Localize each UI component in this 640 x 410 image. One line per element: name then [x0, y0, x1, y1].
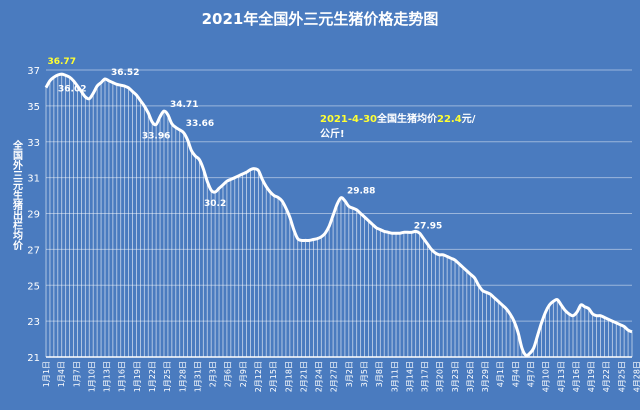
data-label: 27.95	[414, 221, 442, 231]
data-label: 33.66	[186, 119, 214, 129]
x-tick-label: 1月7日	[72, 361, 81, 387]
data-label: 29.88	[347, 187, 375, 197]
x-tick-label: 1月19日	[133, 361, 142, 392]
y-tick-label: 23	[27, 317, 40, 328]
chart-title: 2021年全国外三元生猪价格走势图	[202, 10, 439, 28]
y-tick-label: 31	[27, 174, 40, 185]
x-tick-label: 3月11日	[390, 361, 399, 392]
y-tick-label: 33	[27, 138, 40, 149]
note-text1: 全国生猪均价	[376, 112, 438, 125]
data-label: 33.96	[142, 132, 170, 142]
x-tick-label: 2月12日	[254, 361, 263, 392]
x-tick-label: 4月4日	[511, 361, 520, 387]
drop-lines	[45, 74, 633, 357]
note-text2: 元/	[462, 113, 476, 125]
price-note-line1: 2021-4-30全国生猪均价22.4元/	[320, 112, 476, 125]
y-tick-label: 37	[27, 66, 40, 77]
x-tick-label: 4月1日	[496, 361, 505, 387]
x-tick-label: 4月10日	[542, 361, 551, 392]
x-tick-label: 2月18日	[284, 361, 293, 392]
x-tick-label: 1月31日	[193, 361, 202, 392]
x-axis-ticks: 1月1日 1月4日 1月7日 1月10日 1月13日 1月16日 1月19日 1月22日 1月2…	[42, 361, 640, 392]
x-tick-label: 2月21日	[299, 361, 308, 392]
x-tick-label: 3月23日	[451, 361, 460, 392]
y-axis-ticks: 21 23 25 27 29 31 33 35 37	[27, 66, 40, 364]
x-tick-label: 3月8日	[375, 361, 384, 387]
data-label: 30.2	[204, 199, 226, 209]
x-tick-label: 1月13日	[103, 361, 112, 392]
x-tick-label: 1月16日	[118, 361, 127, 392]
x-tick-label: 1月1日	[42, 361, 51, 387]
note-price: 22.4	[437, 114, 462, 125]
data-label: 36.02	[58, 85, 86, 95]
x-tick-label: 1月10日	[87, 361, 96, 392]
x-tick-label: 4月28日	[633, 361, 640, 392]
x-tick-label: 3月14日	[405, 361, 414, 392]
x-tick-label: 3月20日	[436, 361, 445, 392]
y-axis-label: 全国外三元生猪出栏均价	[11, 139, 24, 251]
price-note-line2: 公斤!	[320, 127, 345, 140]
y-tick-label: 25	[27, 281, 40, 292]
x-tick-label: 2月27日	[330, 361, 339, 392]
data-label: 36.52	[111, 68, 139, 78]
x-tick-label: 4月19日	[587, 361, 596, 392]
note-date: 2021-4-30	[320, 114, 377, 125]
x-tick-label: 4月13日	[557, 361, 566, 392]
x-tick-label: 3月26日	[466, 361, 475, 392]
x-tick-label: 1月4日	[57, 361, 66, 387]
x-tick-label: 3月29日	[481, 361, 490, 392]
y-tick-label: 35	[27, 102, 40, 113]
x-tick-label: 3月2日	[345, 361, 354, 387]
x-tick-label: 2月6日	[224, 361, 233, 387]
x-tick-label: 3月5日	[360, 361, 369, 387]
x-tick-label: 1月28日	[178, 361, 187, 392]
x-tick-label: 1月22日	[148, 361, 157, 392]
y-tick-label: 21	[27, 353, 40, 364]
series-line	[44, 72, 633, 357]
data-label: 36.77	[47, 57, 75, 67]
data-label: 34.71	[170, 100, 198, 110]
x-tick-label: 2月15日	[269, 361, 278, 392]
x-tick-label: 4月22日	[602, 361, 611, 392]
data-labels: 36.77 36.02 36.52 34.71 33.96 33.66 30.2 29.88 2…	[47, 57, 442, 231]
x-tick-label: 3月17日	[421, 361, 430, 392]
x-tick-label: 2月3日	[209, 361, 218, 387]
x-tick-label: 2月24日	[315, 361, 324, 392]
x-tick-label: 2月9日	[239, 361, 248, 387]
y-tick-label: 27	[27, 245, 40, 256]
grid-lines	[46, 69, 632, 358]
x-tick-label: 1月25日	[163, 361, 172, 392]
x-tick-label: 4月16日	[572, 361, 581, 392]
x-tick-label: 4月25日	[617, 361, 626, 392]
x-tick-label: 4月7日	[527, 361, 536, 387]
y-tick-label: 29	[27, 210, 40, 221]
